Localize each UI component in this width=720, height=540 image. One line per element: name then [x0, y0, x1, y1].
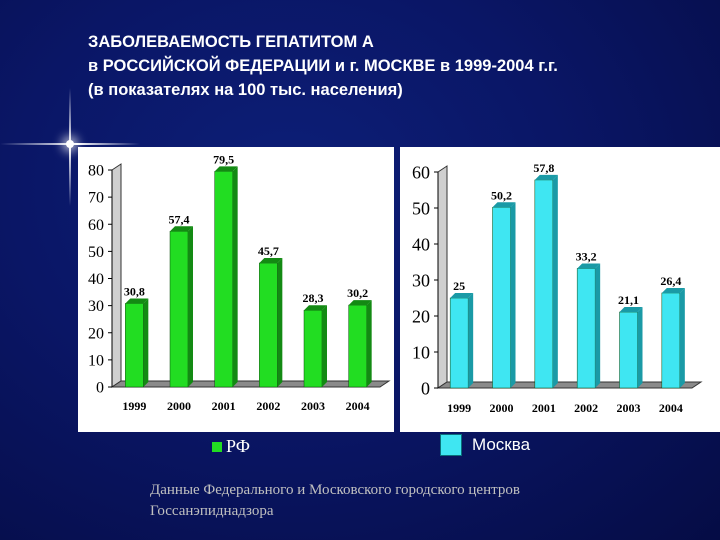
rf-bar-top	[214, 166, 238, 172]
rf-bar-side	[366, 300, 372, 387]
msk-category-label: 2002	[574, 401, 598, 415]
msk-y-tick-label: 10	[412, 342, 430, 362]
rf-y-tick-label: 50	[88, 244, 104, 261]
rf-category-label: 2004	[346, 399, 370, 413]
rf-y-tick-label: 60	[88, 217, 104, 234]
msk-data-label: 26,4	[660, 274, 681, 288]
msk-bar	[492, 207, 511, 389]
rf-data-label: 45,7	[258, 244, 279, 258]
legend-moscow: Москва	[440, 434, 530, 456]
source-note: Данные Федерального и Московского городс…	[150, 480, 650, 522]
msk-bar-side	[679, 287, 685, 388]
rf-bar-side	[322, 305, 327, 387]
rf-data-label: 57,4	[169, 212, 190, 226]
rf-y-tick-label: 40	[88, 271, 104, 288]
rf-y-tick-label: 80	[88, 163, 104, 180]
msk-bar	[449, 297, 469, 389]
rf-bar-side	[277, 258, 283, 387]
source-line-1: Данные Федерального и Московского городс…	[150, 482, 520, 498]
msk-bar-top	[619, 307, 643, 313]
rf-bar-side	[232, 166, 238, 387]
rf-category-label: 2003	[301, 399, 325, 413]
rf-y-tick-label: 10	[88, 352, 104, 369]
rf-bar-top	[304, 305, 327, 311]
title-line-2: в РОССИЙСКОЙ ФЕДЕРАЦИИ и г. МОСКВЕ в 199…	[88, 57, 558, 75]
rf-data-label: 30,8	[124, 284, 145, 298]
msk-bar-side	[468, 293, 474, 388]
rf-bar	[303, 309, 323, 388]
rf-y-tick-label: 0	[96, 380, 104, 397]
msk-bar-top	[661, 287, 685, 293]
msk-category-label: 2000	[490, 401, 514, 415]
legend-rf-label: РФ	[226, 436, 250, 456]
msk-y-tick-label: 40	[412, 234, 430, 254]
title-line-1: ЗАБОЛЕВАЕМОСТЬ ГЕПАТИТОМ А	[88, 33, 374, 51]
msk-y-tick-label: 50	[412, 198, 430, 218]
msk-category-label: 1999	[447, 401, 471, 415]
msk-bar-side	[595, 263, 601, 388]
rf-bar	[169, 231, 189, 388]
rf-bar-top	[259, 258, 283, 264]
title-line-3: (в показателях на 100 тыс. населения)	[88, 81, 403, 99]
rf-y-tick-label: 70	[88, 190, 104, 207]
rf-data-label: 30,2	[347, 286, 368, 300]
decorative-sparkle-center	[66, 140, 74, 148]
msk-bar-top	[577, 263, 601, 269]
msk-floor	[436, 381, 703, 389]
rf-bar	[348, 304, 367, 388]
msk-bar-top	[534, 174, 558, 180]
msk-y-tick-label: 0	[421, 378, 430, 398]
msk-bar-side	[552, 174, 558, 388]
msk-y-tick-label: 20	[412, 306, 430, 326]
source-line-2: Госсанэпиднадзора	[150, 503, 274, 519]
rf-bar-top	[125, 298, 149, 304]
legend-rf: РФ	[212, 436, 250, 457]
msk-bar-side	[637, 307, 643, 388]
rf-bar-side	[188, 226, 193, 387]
rf-floor	[110, 380, 391, 388]
rf-category-label: 2002	[256, 399, 280, 413]
chart-moscow: 0 10 20 30 40 50 60 25 1999 50,2 2000 57,8 2001 33,2 2…	[400, 147, 720, 432]
rf-bar-top	[170, 226, 193, 232]
rf-bar	[125, 303, 144, 388]
msk-data-label: 33,2	[576, 249, 597, 263]
msk-side-wall	[437, 165, 448, 389]
msk-y-tick-label: 30	[412, 270, 430, 290]
msk-bar	[619, 311, 638, 389]
msk-bar	[661, 292, 681, 389]
msk-category-label: 2003	[617, 401, 641, 415]
rf-y-tick-label: 30	[88, 298, 104, 315]
msk-data-label: 57,8	[533, 161, 554, 175]
rf-bar	[214, 171, 233, 388]
msk-y-tick-label: 60	[412, 162, 430, 182]
chart-rf: 0 10 20 30 40 50 60 70 80 30,8 1999 57,4 2000 79,5 200…	[78, 147, 394, 432]
rf-bar	[259, 262, 278, 388]
msk-bar-side	[510, 202, 516, 388]
msk-bar-top	[450, 293, 474, 298]
legend-rf-swatch	[212, 441, 222, 452]
legend-moscow-swatch	[440, 434, 462, 456]
rf-data-label: 79,5	[213, 152, 234, 166]
slide-title: ЗАБОЛЕВАЕМОСТЬ ГЕПАТИТОМ А в РОССИЙСКОЙ …	[88, 30, 708, 102]
msk-category-label: 2001	[532, 401, 556, 415]
rf-bar-top	[348, 300, 372, 306]
msk-bar	[576, 268, 596, 389]
rf-category-label: 1999	[122, 399, 146, 413]
rf-side-wall	[111, 163, 122, 388]
legend-moscow-label: Москва	[472, 435, 531, 454]
rf-data-label: 28,3	[303, 291, 324, 305]
msk-bar	[534, 179, 554, 389]
msk-data-label: 50,2	[491, 188, 512, 202]
rf-y-tick-label: 20	[88, 325, 104, 342]
rf-category-label: 2001	[212, 399, 236, 413]
rf-bar-side	[143, 298, 149, 387]
msk-bar-top	[492, 202, 516, 208]
msk-category-label: 2004	[659, 401, 683, 415]
msk-data-label: 21,1	[618, 293, 639, 307]
rf-category-label: 2000	[167, 399, 191, 413]
msk-data-label: 25	[453, 279, 465, 293]
